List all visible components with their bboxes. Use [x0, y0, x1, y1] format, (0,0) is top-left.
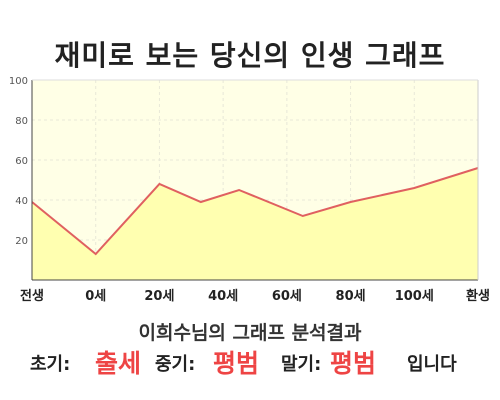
- verdict-row: 초기: 출세 중기: 평범 말기: 평범 입니다: [0, 344, 500, 384]
- x-tick-label: 100세: [395, 289, 434, 304]
- life-graph-chart: 20 40 60 80 100 전생 0세 20세 40세 60세 80세 100세 환생: [9, 76, 490, 304]
- x-tick-label: 전생: [20, 288, 44, 304]
- axes: [31, 79, 479, 281]
- ending-text: 입니다: [407, 354, 457, 375]
- middle-label: 중기:: [155, 354, 196, 375]
- late-label: 말기:: [281, 354, 322, 375]
- x-tick-label: 20세: [144, 289, 174, 304]
- early-value: 출세: [95, 349, 142, 378]
- x-tick-labels: 전생 0세 20세 40세 60세 80세 100세 환생: [20, 288, 490, 304]
- summary-heading: 이희수님의 그래프 분석결과: [138, 322, 362, 344]
- x-tick-label: 60세: [272, 289, 302, 304]
- x-tick-label: 80세: [336, 289, 366, 304]
- middle-value: 평범: [213, 349, 260, 378]
- y-tick-label: 80: [15, 116, 28, 127]
- y-tick-label: 20: [15, 236, 28, 247]
- early-label: 초기:: [30, 354, 71, 375]
- x-tick-label: 40세: [208, 289, 238, 304]
- life-line: [31, 167, 479, 256]
- x-tick-label: 0세: [85, 289, 106, 304]
- y-tick-label: 100: [9, 76, 28, 87]
- x-tick-label: 환생: [466, 288, 490, 304]
- y-tick-label: 40: [15, 196, 28, 207]
- life-area: [32, 168, 478, 280]
- y-tick-label: 60: [15, 156, 28, 167]
- late-value: 평범: [330, 349, 377, 378]
- page-title: 재미로 보는 당신의 인생 그래프: [54, 39, 446, 72]
- y-tick-labels: 20 40 60 80 100: [9, 76, 28, 247]
